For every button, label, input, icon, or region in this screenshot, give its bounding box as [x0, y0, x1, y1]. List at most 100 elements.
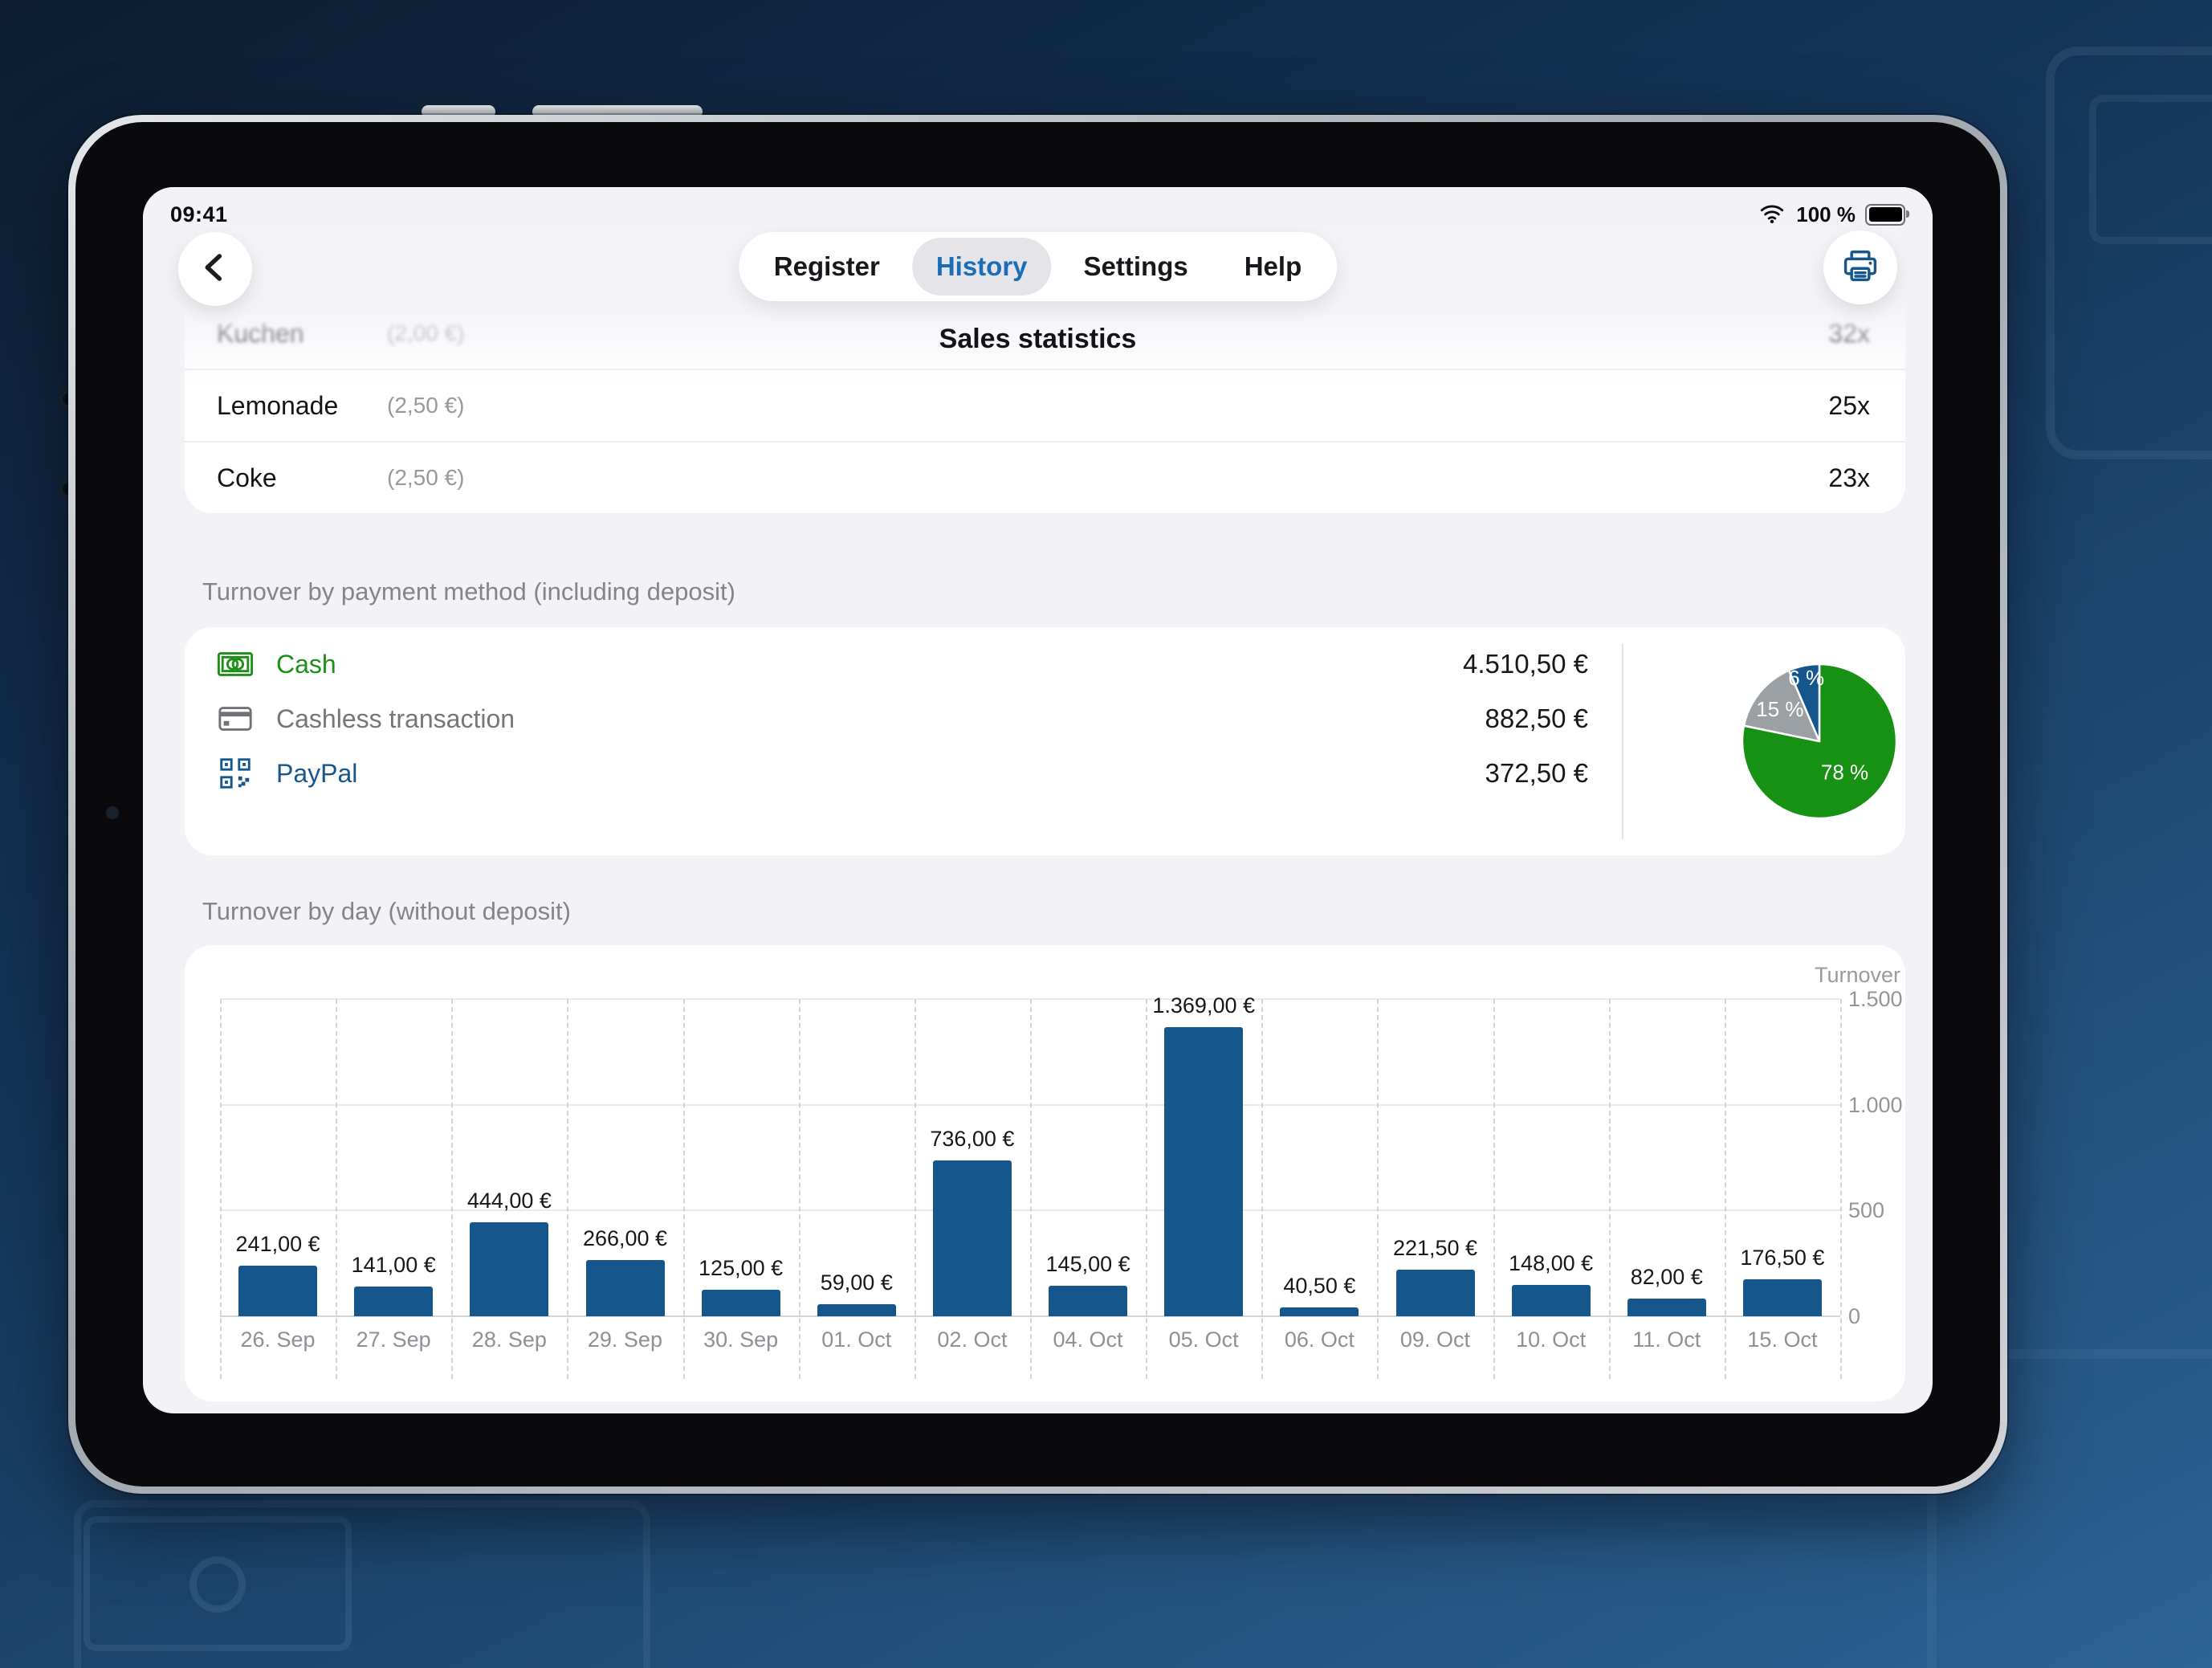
- bar: [932, 1160, 1012, 1316]
- bar: [1511, 1285, 1591, 1316]
- bar-value-label: 221,50 €: [1392, 1235, 1478, 1260]
- x-tick-label: 11. Oct: [1632, 1327, 1701, 1352]
- payment-amount: 372,50 €: [1485, 758, 1588, 788]
- list-item: Coke (2,50 €) 23x: [185, 441, 1905, 513]
- x-tick-label: 05. Oct: [1168, 1327, 1239, 1352]
- payment-row: PayPal 372,50 €: [217, 746, 1588, 801]
- payment-method-label: PayPal: [276, 758, 358, 788]
- daily-section-header: Turnover by day (without deposit): [202, 897, 571, 925]
- background-illustration-drawer-inner: [84, 1516, 352, 1651]
- x-tick-label: 02. Oct: [937, 1327, 1008, 1352]
- bar: [817, 1303, 896, 1316]
- bar: [238, 1265, 318, 1316]
- status-bar-right: 100 %: [1758, 202, 1909, 228]
- bar-value-label: 736,00 €: [930, 1127, 1015, 1152]
- bar: [1049, 1285, 1128, 1316]
- product-price: (2,50 €): [387, 393, 465, 418]
- daily-turnover-card: 0 500 1.000 1.500 Turnover 241,00 € 26. Sep 141…: [185, 945, 1905, 1401]
- pie-slice-paypal: [1787, 663, 1821, 743]
- x-tick-label: 06. Oct: [1284, 1327, 1354, 1352]
- wifi-icon: [1758, 202, 1786, 228]
- turnover-axis-label: Turnover: [1814, 963, 1900, 987]
- grid-dash-line: [1493, 999, 1495, 1379]
- tab-help[interactable]: Help: [1244, 251, 1302, 281]
- background-illustration-knob: [189, 1556, 246, 1613]
- bar-value-label: 40,50 €: [1283, 1274, 1356, 1299]
- grid-dash-line: [798, 999, 800, 1379]
- grid-dash-line: [567, 999, 569, 1379]
- back-button[interactable]: [178, 232, 252, 306]
- battery-percentage: 100 %: [1796, 202, 1856, 226]
- bar: [701, 1290, 780, 1316]
- grid-dash-line: [1377, 999, 1379, 1379]
- bar-value-label: 1.369,00 €: [1152, 993, 1255, 1018]
- x-tick-label: 09. Oct: [1399, 1327, 1470, 1352]
- chevron-left-icon: [194, 247, 236, 292]
- grid-dash-line: [451, 999, 454, 1379]
- qr-code-icon: [217, 755, 254, 792]
- x-tick-label: 15. Oct: [1747, 1327, 1818, 1352]
- tab-settings[interactable]: Settings: [1083, 251, 1188, 281]
- bar: [354, 1286, 434, 1316]
- x-tick-label: 01. Oct: [821, 1327, 892, 1352]
- x-tick-label: 04. Oct: [1053, 1327, 1123, 1352]
- grid-dash-line: [1030, 999, 1032, 1379]
- payment-row: Cash 4.510,50 €: [217, 637, 1588, 691]
- x-tick-label: 29. Sep: [587, 1327, 662, 1352]
- y-tick-label: 1.000: [1848, 1092, 1903, 1117]
- payment-method-card: Cash 4.510,50 € Cashless transaction 882,50…: [185, 627, 1905, 855]
- grid-dash-line: [220, 999, 222, 1379]
- y-tick-label: 500: [1848, 1198, 1885, 1223]
- bar: [1627, 1299, 1706, 1316]
- background-illustration-register-screen: [2089, 95, 2212, 244]
- grid-dash-line: [1724, 999, 1726, 1379]
- bar-value-label: 82,00 €: [1630, 1265, 1703, 1290]
- x-tick-label: 26. Sep: [240, 1327, 316, 1352]
- front-camera: [106, 806, 119, 819]
- bar: [1395, 1269, 1475, 1316]
- banknote-icon: [217, 646, 254, 683]
- grid-dash-line: [1840, 999, 1842, 1379]
- x-tick-label: 30. Sep: [703, 1327, 779, 1352]
- pie-percent-label: 6 %: [1788, 666, 1824, 690]
- payment-pie-chart: 78 % 15 % 6 %: [1741, 663, 1898, 820]
- grid-dash-line: [914, 999, 916, 1379]
- bar: [1280, 1307, 1359, 1316]
- pie-slice-cashless-transaction: [1742, 669, 1821, 743]
- printer-icon: [1839, 245, 1881, 291]
- pie-percent-label: 78 %: [1821, 761, 1868, 785]
- print-button[interactable]: [1823, 230, 1897, 304]
- tab-register[interactable]: Register: [773, 251, 880, 281]
- bar-value-label: 266,00 €: [582, 1226, 668, 1250]
- clock: 09:41: [170, 202, 228, 226]
- background-illustration-drawer: [74, 1500, 650, 1668]
- x-tick-label: 28. Sep: [471, 1327, 547, 1352]
- payment-amount: 882,50 €: [1485, 703, 1588, 733]
- grid-dash-line: [1261, 999, 1264, 1379]
- payment-amount: 4.510,50 €: [1463, 649, 1588, 679]
- battery-icon: [1865, 203, 1909, 226]
- y-tick-label: 1.500: [1848, 987, 1903, 1011]
- bar-value-label: 176,50 €: [1740, 1245, 1825, 1270]
- product-name: Coke: [217, 463, 277, 492]
- grid-dash-line: [336, 999, 338, 1379]
- credit-card-icon: [217, 700, 254, 737]
- product-name: Lemonade: [217, 390, 339, 420]
- bar-value-label: 145,00 €: [1045, 1251, 1130, 1276]
- tab-history[interactable]: History: [911, 238, 1052, 296]
- vertical-divider: [1622, 643, 1623, 839]
- bar-value-label: 148,00 €: [1509, 1251, 1594, 1275]
- pie-percent-label: 15 %: [1756, 697, 1803, 721]
- bar-value-label: 141,00 €: [351, 1252, 436, 1277]
- bar: [1742, 1279, 1822, 1316]
- product-price: (2,50 €): [387, 465, 465, 490]
- bar-value-label: 125,00 €: [699, 1256, 784, 1281]
- payment-rows: Cash 4.510,50 € Cashless transaction 882,50…: [217, 637, 1588, 801]
- list-item: Lemonade (2,50 €) 25x: [185, 369, 1905, 441]
- grid-dash-line: [1146, 999, 1148, 1379]
- payment-method-label: Cash: [276, 649, 336, 679]
